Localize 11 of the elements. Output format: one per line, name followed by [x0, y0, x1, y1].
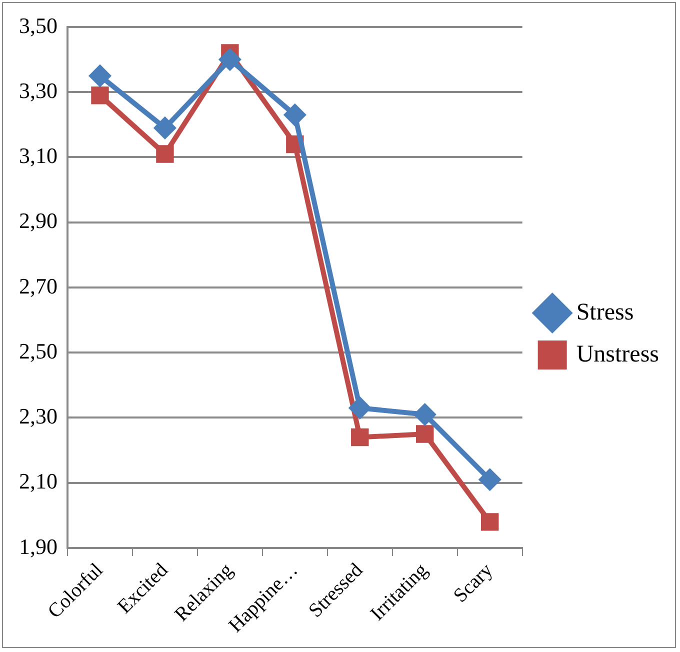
- y-tick-label: 3,30: [19, 78, 58, 103]
- y-tick-label: 2,30: [19, 404, 58, 429]
- y-tick-label: 1,90: [19, 534, 58, 559]
- y-tick-label: 2,10: [19, 468, 58, 494]
- y-tick-label: 2,70: [19, 273, 58, 298]
- y-tick-label: 2,50: [19, 338, 58, 364]
- y-tick-label: 3,10: [19, 143, 58, 168]
- legend-label: Stress: [576, 299, 634, 326]
- y-tick-label: 2,90: [19, 208, 58, 234]
- legend-label: Unstress: [576, 341, 660, 368]
- y-tick-label: 3,50: [19, 12, 58, 38]
